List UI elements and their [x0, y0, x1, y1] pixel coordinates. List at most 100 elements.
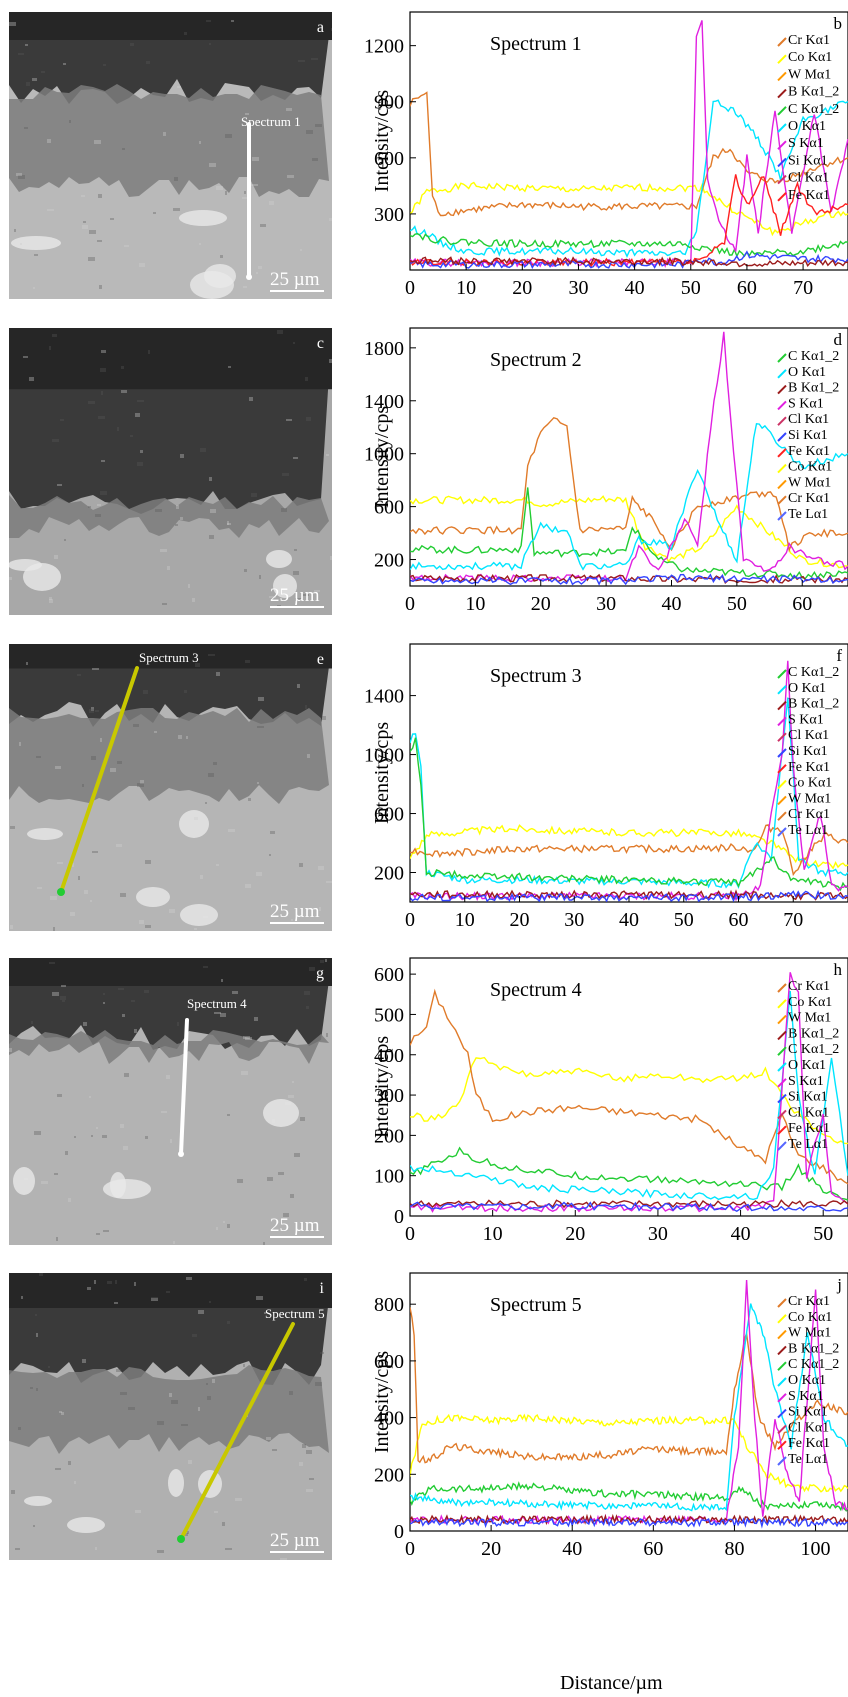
series-line-cr-k-1	[410, 91, 848, 217]
legend-swatch	[777, 106, 787, 116]
legend-swatch	[777, 716, 787, 727]
legend-swatch	[777, 1030, 787, 1041]
series-line-cr-k-1	[410, 1307, 848, 1464]
x-tick-label: 80	[724, 1538, 744, 1560]
legend-entry: Co Kα1	[788, 50, 832, 65]
legend-swatch	[777, 1314, 787, 1324]
legend-swatch	[777, 384, 787, 395]
legend-swatch	[777, 174, 787, 185]
series-line-si-k-1	[410, 250, 848, 270]
x-tick-label: 60	[643, 1538, 663, 1560]
legend-entry: Fe Kα1	[788, 444, 830, 459]
series-line-s-k-1	[410, 972, 848, 1213]
linescan-end-marker	[178, 1151, 184, 1157]
legend-entry: Cl Kα1	[788, 412, 829, 427]
plot-area	[409, 1272, 848, 1532]
series-line-cr-k-1	[410, 417, 848, 553]
panel-letter: f	[836, 646, 842, 665]
legend-entry: Fe Kα1	[788, 760, 830, 775]
chart-title: Spectrum 1	[490, 33, 582, 55]
legend-swatch	[777, 495, 787, 505]
legend-entry: W Mα1	[788, 1326, 831, 1341]
legend-entry: S Kα1	[788, 1074, 824, 1089]
legend-swatch	[777, 999, 787, 1009]
legend-entry: S Kα1	[788, 1389, 824, 1404]
legend-entry: Te Lα1	[788, 823, 828, 838]
y-tick-label: 1400	[364, 686, 404, 708]
series-line-o-k-1	[410, 423, 848, 572]
x-tick-label: 70	[783, 909, 803, 931]
panel-letter: a	[317, 19, 324, 36]
legend-entry: Te Lα1	[788, 507, 828, 522]
x-axis-label: Distance/µm	[560, 1672, 663, 1694]
x-tick-label: 30	[648, 1223, 668, 1245]
y-axis-label: Intensity/cps	[371, 722, 393, 824]
linescan-path	[179, 1322, 295, 1541]
scale-bar-label: 25 µm	[270, 901, 320, 922]
series-line-c-k-1-2	[410, 487, 848, 580]
legend-entry: Si Kα1	[788, 1405, 828, 1420]
legend-entry: Si Kα1	[788, 1090, 828, 1105]
legend-entry: Fe Kα1	[788, 1121, 830, 1136]
legend-entry: Si Kα1	[788, 153, 828, 168]
legend-swatch	[777, 71, 787, 82]
chart-title: Spectrum 3	[490, 665, 582, 687]
legend-swatch	[777, 1361, 787, 1371]
series-line-si-k-1	[410, 1201, 848, 1213]
x-tick-label: 40	[625, 277, 645, 299]
legend-entry: Cr Kα1	[788, 807, 830, 822]
x-tick-label: 0	[405, 277, 415, 299]
legend-swatch	[777, 463, 787, 474]
legend-entry: O Kα1	[788, 1373, 826, 1388]
x-tick-label: 20	[531, 593, 551, 615]
panel-letter: b	[834, 14, 843, 33]
series-line-c-k-1-2	[410, 232, 848, 258]
scale-bar-label: 25 µm	[270, 1530, 320, 1551]
legend-swatch	[777, 1377, 787, 1387]
legend-swatch	[777, 1440, 787, 1450]
legend-entry: C Kα1_2	[788, 1357, 839, 1372]
legend-entry: Fe Kα1	[788, 188, 830, 203]
y-tick-label: 100	[374, 1166, 404, 1188]
linescan-end-marker	[246, 274, 252, 280]
legend-entry: S Kα1	[788, 712, 824, 727]
chart-title: Spectrum 5	[490, 1294, 582, 1316]
legend-swatch	[777, 1424, 787, 1435]
series-line-si-k-1	[410, 573, 848, 586]
y-tick-label: 400	[374, 1408, 404, 1430]
sem-image-e: Spectrum 3 e 25 µm	[9, 644, 332, 931]
panel-letter: h	[834, 960, 843, 979]
x-tick-label: 40	[562, 1538, 582, 1560]
x-tick-label: 0	[405, 593, 415, 615]
y-tick-label: 1400	[364, 391, 404, 413]
legend-entry: S Kα1	[788, 136, 824, 151]
legend-entry: Si Kα1	[788, 428, 828, 443]
y-axis-label: Intensity/cps	[371, 1351, 393, 1453]
y-tick-label: 1000	[364, 745, 404, 767]
legend-swatch	[777, 1393, 787, 1403]
series-line-fe-k-1	[410, 174, 848, 268]
scale-bar-label: 25 µm	[270, 1215, 320, 1236]
legend-swatch	[777, 1345, 787, 1356]
legend-entry: Co Kα1	[788, 776, 832, 791]
legend-entry: W Mα1	[788, 475, 831, 490]
panel-letter: g	[316, 965, 324, 982]
legend-swatch	[777, 669, 787, 679]
panel-letter: e	[317, 651, 324, 668]
x-tick-label: 30	[596, 593, 616, 615]
legend-entry: B Kα1_2	[788, 381, 839, 396]
sem-image-i: Spectrum 5 i 25 µm	[9, 1273, 332, 1560]
x-tick-label: 10	[483, 1223, 503, 1245]
scale-bar-label: 25 µm	[270, 269, 320, 290]
legend-entry: Cl Kα1	[788, 171, 829, 186]
legend-swatch	[777, 1078, 787, 1088]
legend-entry: Cl Kα1	[788, 1105, 829, 1120]
sem-spectrum-label: Spectrum 3	[139, 650, 199, 665]
legend-swatch	[777, 795, 787, 806]
legend-entry: Co Kα1	[788, 995, 832, 1010]
legend-swatch	[777, 123, 787, 133]
legend-entry: C Kα1_2	[788, 1042, 839, 1057]
y-axis-label: Intensity/cps	[371, 406, 393, 508]
legend-entry: C Kα1_2	[788, 349, 839, 364]
scale-bar-label: 25 µm	[270, 585, 320, 606]
